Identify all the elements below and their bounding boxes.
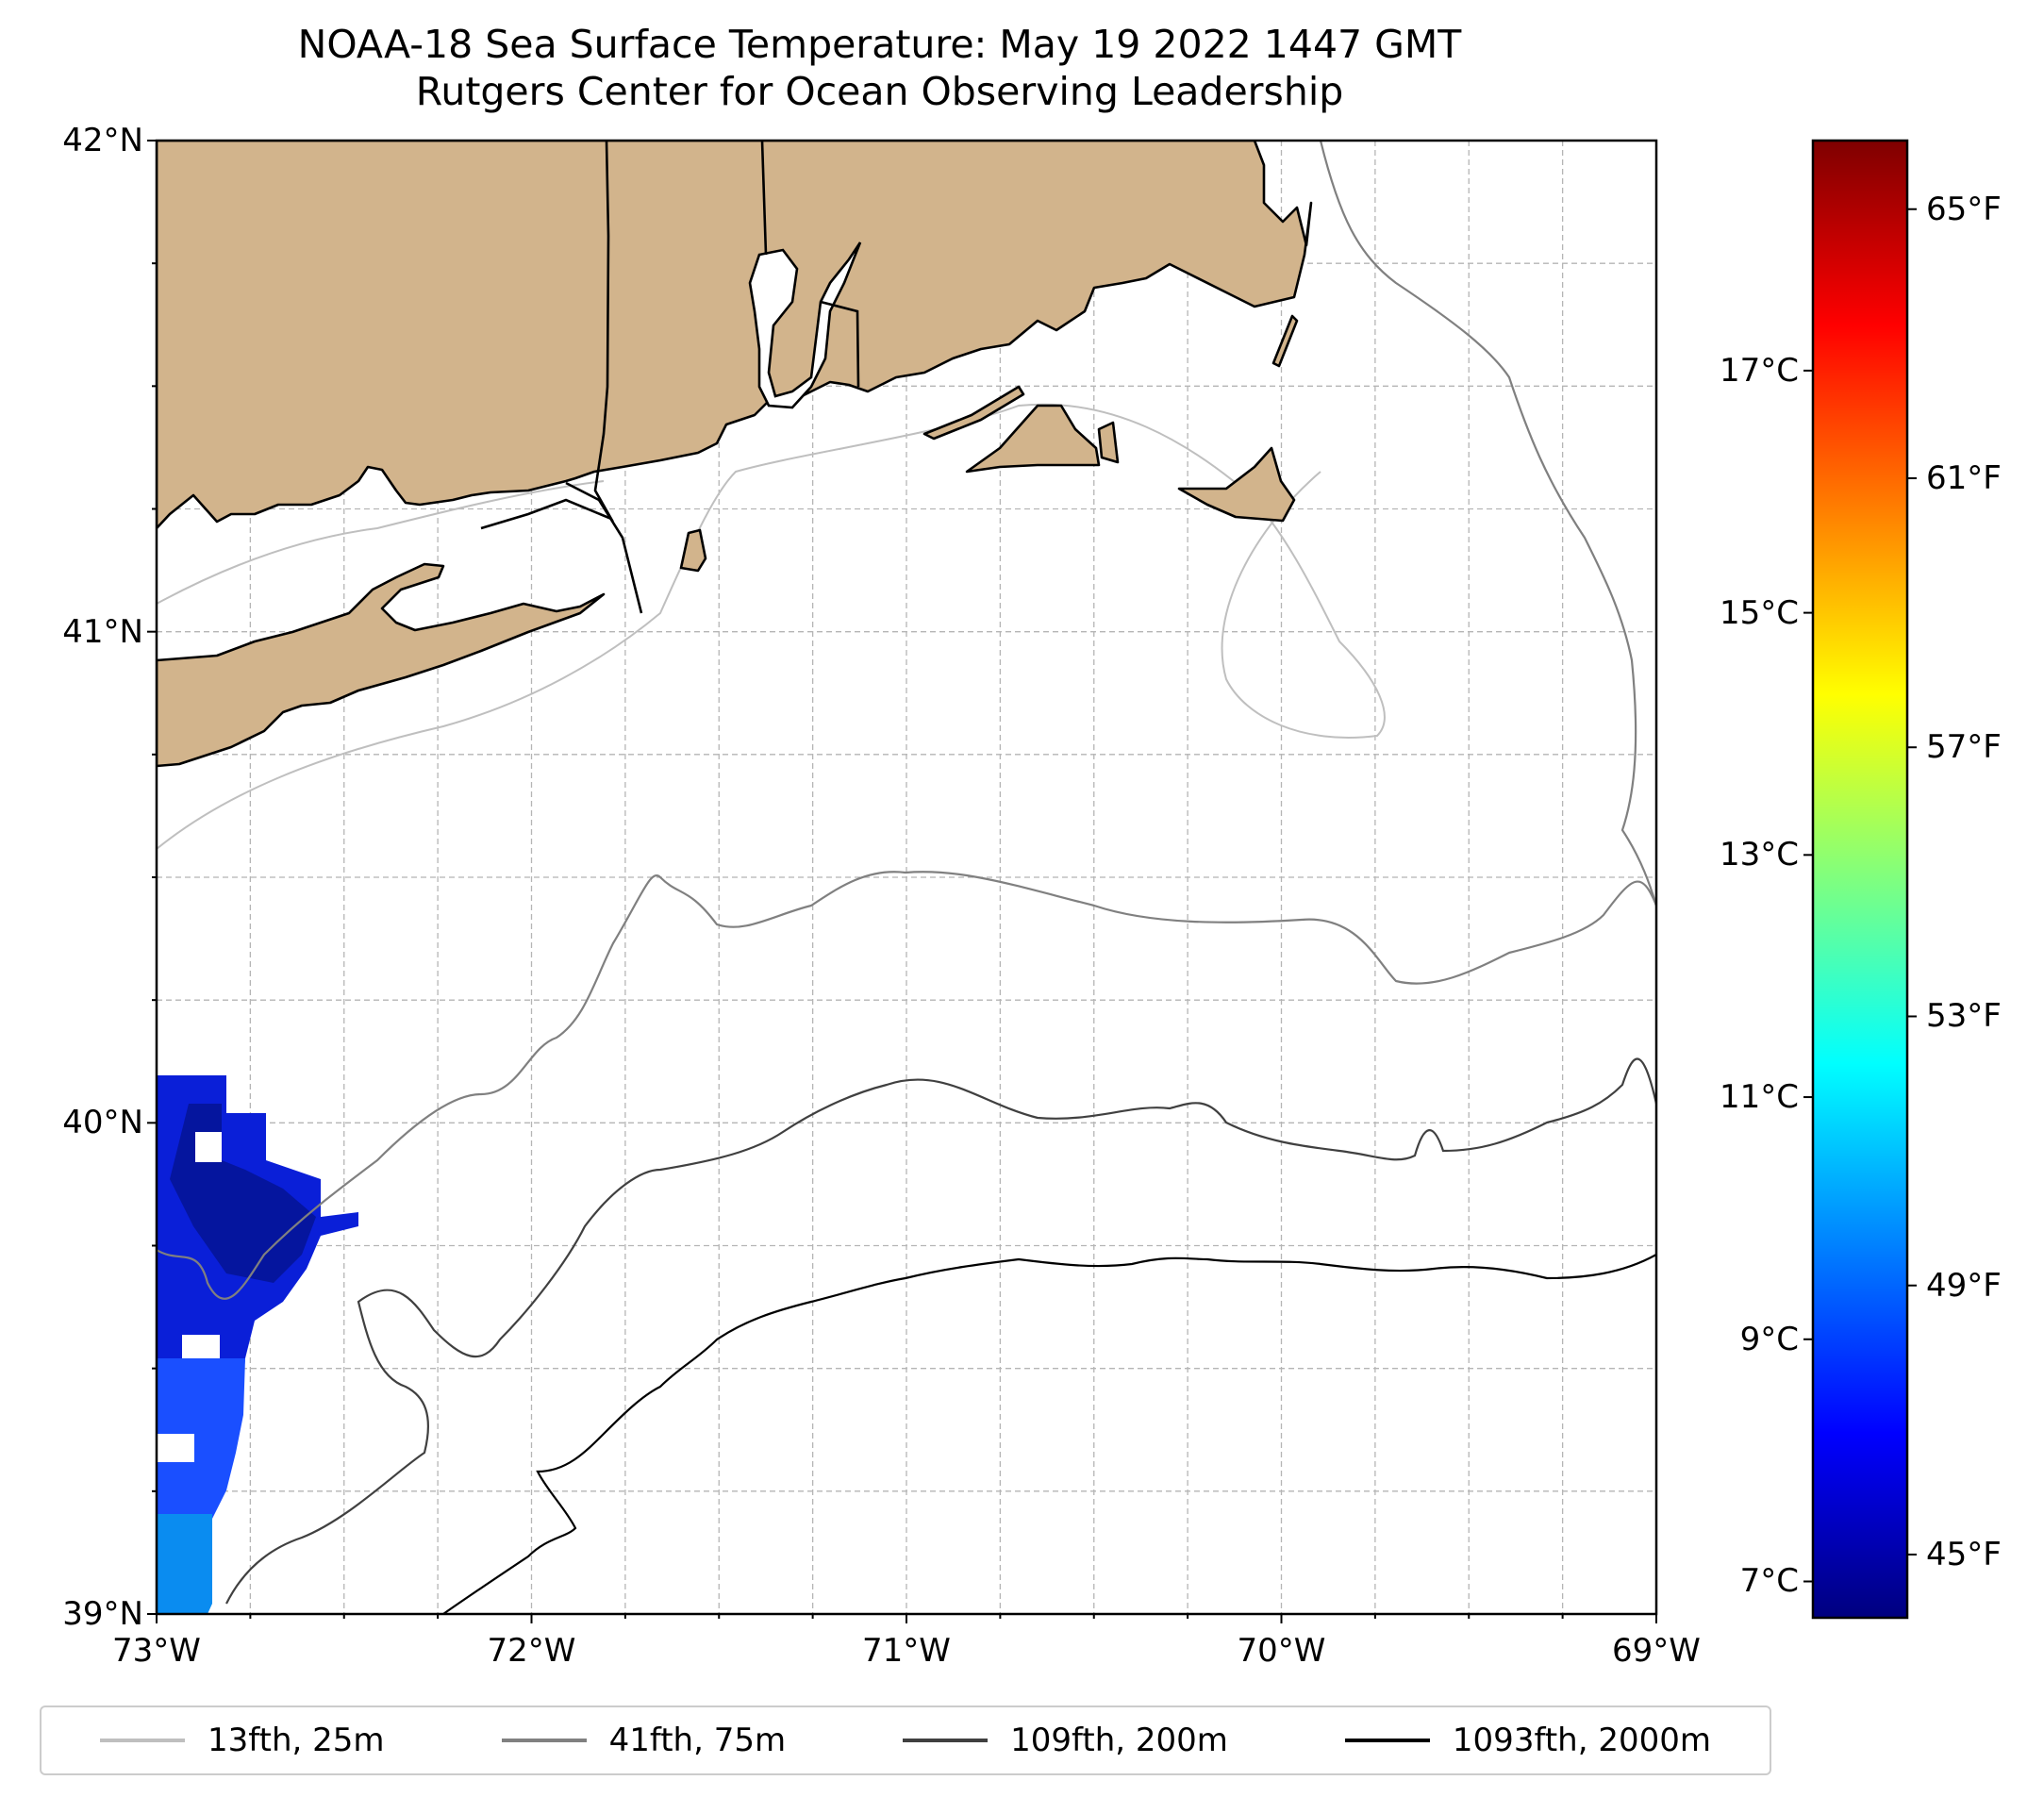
legend-label: 109fth, 200m [1010, 1722, 1228, 1759]
legend-line-swatch [903, 1739, 989, 1742]
colorbar-gradient [1811, 139, 1909, 1620]
isobath-75m [157, 141, 1656, 1300]
sst-gap [195, 1132, 222, 1162]
colorbar-ticks [1803, 208, 1917, 1583]
land-marthas-vineyard [965, 404, 1101, 474]
lon-tick-label: 70°W [1237, 1632, 1326, 1670]
colorbar-c-label: 11°C [1719, 1078, 1799, 1117]
legend-label: 41fth, 75m [608, 1722, 787, 1759]
colorbar-c-label: 13°C [1719, 836, 1799, 874]
legend-item: 109fth, 200m [903, 1722, 1228, 1759]
title-line-1: NOAA-18 Sea Surface Temperature: May 19 … [297, 22, 1462, 67]
state-borders [480, 141, 860, 614]
colorbar-f-label: 53°F [1926, 997, 2002, 1036]
land-monomoy [1271, 314, 1299, 368]
legend-line-swatch [501, 1739, 587, 1742]
lon-tick-label: 73°W [112, 1632, 201, 1670]
legend-item: 41fth, 75m [501, 1722, 787, 1759]
title-line-2: Rutgers Center for Ocean Observing Leade… [415, 69, 1344, 114]
colorbar-c-label: 9°C [1739, 1320, 1799, 1358]
legend-item: 13fth, 25m [100, 1722, 385, 1759]
lat-tick-label: 42°N [62, 122, 143, 159]
lon-tick-label: 71°W [862, 1632, 951, 1670]
lat-tick-label: 41°N [62, 612, 143, 651]
axis-ticks [147, 140, 1657, 1623]
lat-tick-label: 39°N [62, 1595, 143, 1633]
sst-gap [182, 1335, 220, 1358]
legend-item: 1093fth, 2000m [1344, 1722, 1711, 1759]
colorbar-f-label: 57°F [1926, 728, 2002, 767]
colorbar-f-label: 49°F [1926, 1266, 2002, 1305]
isobath-legend: 13fth, 25m 41fth, 75m 109fth, 200m 1093fth,… [40, 1705, 1771, 1775]
narragansett-bay [748, 241, 862, 409]
land-long-island [157, 562, 606, 768]
sst-gap [157, 1434, 194, 1462]
legend-line-swatch [1344, 1739, 1430, 1742]
colorbar-f-label: 65°F [1926, 190, 2002, 228]
lat-tick-label: 40°N [62, 1104, 143, 1142]
legend-label: 1093fth, 2000m [1452, 1722, 1711, 1759]
colorbar-c-label: 17°C [1719, 351, 1799, 390]
isobath-2000m [442, 1254, 1656, 1614]
colorbar-c-label: 15°C [1719, 593, 1799, 632]
colorbar-f-label: 45°F [1926, 1535, 2002, 1573]
land-elizabeth-islands [922, 385, 1025, 441]
lon-tick-label: 72°W [487, 1632, 576, 1670]
isobath-200m [225, 1057, 1656, 1605]
sst-patch-mid [157, 1358, 245, 1561]
map-title: NOAA-18 Sea Surface Temperature: May 19 … [0, 21, 1759, 115]
land [157, 141, 1313, 768]
colorbar-f-label: 61°F [1926, 458, 2002, 497]
sst-data [157, 1075, 358, 1614]
legend-label: 13fth, 25m [208, 1722, 385, 1759]
land-nantucket [1177, 446, 1296, 523]
lon-tick-label: 69°W [1612, 1632, 1701, 1670]
legend-line-swatch [100, 1739, 186, 1742]
sst-patch-light [157, 1514, 212, 1614]
land-chappaquiddick [1097, 421, 1120, 464]
land-block-island [679, 528, 707, 573]
colorbar-c-label: 7°C [1739, 1562, 1799, 1601]
